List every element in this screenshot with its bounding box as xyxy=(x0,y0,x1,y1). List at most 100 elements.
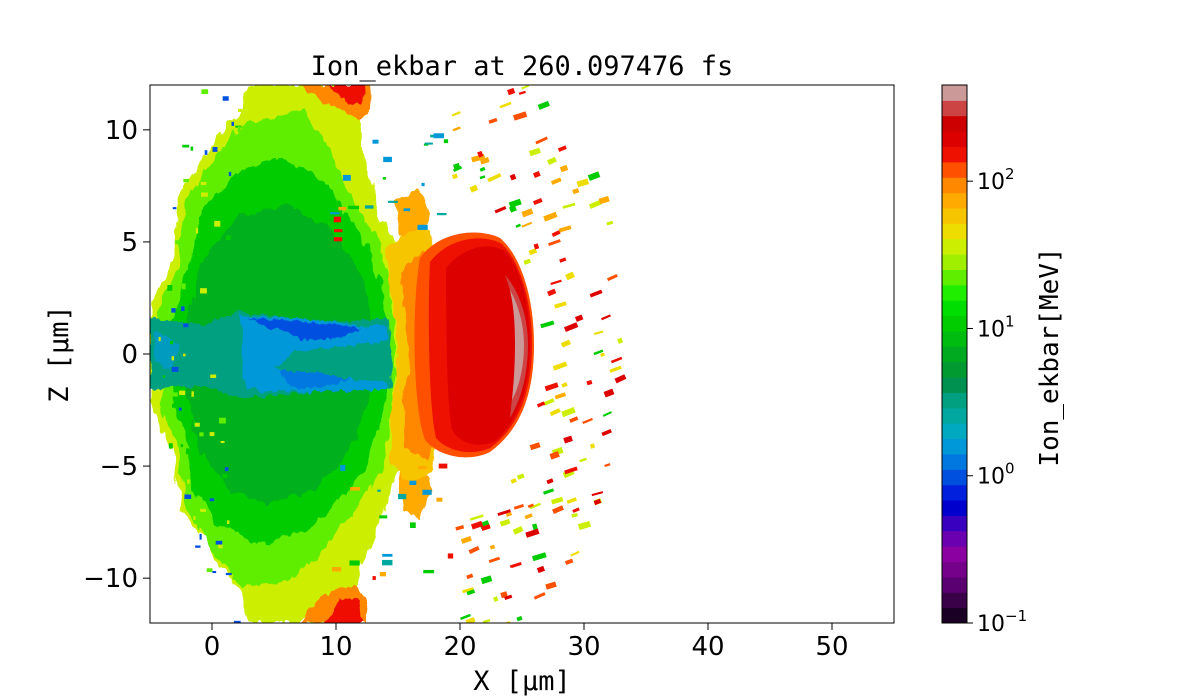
sheath-speck xyxy=(342,174,351,181)
edge-speckle xyxy=(220,440,225,444)
edge-speckle xyxy=(215,540,223,545)
debris-fragment xyxy=(528,248,538,256)
x-tick-label: 10 xyxy=(319,632,352,662)
edge-speckle xyxy=(183,323,189,328)
edge-speckle xyxy=(171,403,176,408)
y-axis-label: Z [μm] xyxy=(44,305,75,403)
edge-speckle xyxy=(167,285,173,291)
edge-speckle xyxy=(198,511,202,516)
debris-fragment xyxy=(588,199,602,209)
colorbar-label: Ion_ekbar[MeV] xyxy=(1035,247,1065,466)
debris-fragment xyxy=(535,136,548,145)
debris-fragment xyxy=(579,457,587,463)
sheath-speck xyxy=(418,466,427,470)
debris-fragment xyxy=(512,526,524,535)
colorbar-level xyxy=(942,561,967,578)
debris-fragment xyxy=(521,85,530,90)
edge-speckle xyxy=(209,432,215,436)
debris-fragment xyxy=(559,164,569,173)
edge-speckle xyxy=(235,567,243,573)
colorbar-level xyxy=(942,592,967,609)
colorbar-level xyxy=(942,115,967,132)
debris-fragment xyxy=(515,223,521,228)
scattered-fragments xyxy=(158,85,627,623)
edge-speckle xyxy=(195,227,199,234)
sheath-speck xyxy=(379,572,387,577)
debris-fragment xyxy=(609,365,622,373)
edge-speckle xyxy=(194,422,200,427)
sheath-speck xyxy=(443,139,449,144)
colorbar-level xyxy=(942,315,967,332)
colorbar-tick-label: 100 xyxy=(977,460,1015,490)
colorbar-level xyxy=(942,254,967,270)
debris-fragment xyxy=(536,565,546,574)
edge-speckle xyxy=(224,467,229,472)
debris-fragment xyxy=(466,589,476,596)
debris-fragment xyxy=(528,147,541,157)
debris-fragment xyxy=(504,594,513,601)
debris-fragment xyxy=(532,198,543,205)
edge-speckle xyxy=(200,181,207,186)
sheath-speck xyxy=(433,133,445,139)
colorbar-level xyxy=(942,300,967,317)
sheath-speck xyxy=(372,139,379,144)
debris-fragment xyxy=(557,145,567,152)
debris-fragment xyxy=(480,575,493,585)
debris-fragment xyxy=(516,473,525,480)
edge-speckle xyxy=(190,146,194,151)
debris-fragment xyxy=(533,243,540,250)
debris-fragment xyxy=(559,257,567,263)
sheath-speck xyxy=(330,212,340,215)
sheath-speck xyxy=(417,224,428,230)
colorbar-level xyxy=(942,330,967,347)
sheath-speck xyxy=(364,205,374,209)
colorbar-level xyxy=(942,484,967,501)
debris-fragment xyxy=(543,488,555,495)
edge-speckle xyxy=(193,515,196,521)
edge-speckle xyxy=(227,520,230,524)
sheath-speck xyxy=(340,464,346,471)
edge-speckle xyxy=(172,305,178,308)
colorbar-level xyxy=(942,546,967,563)
sheath-speck xyxy=(423,143,429,146)
edge-speckle xyxy=(171,392,178,397)
edge-speckle xyxy=(158,336,161,342)
edge-speckle xyxy=(182,320,188,323)
edge-speckle xyxy=(187,479,190,484)
debris-fragment xyxy=(574,314,584,322)
edge-speckle xyxy=(168,443,173,449)
debris-fragment xyxy=(549,408,561,417)
debris-fragment xyxy=(524,513,533,520)
debris-fragment xyxy=(593,498,602,506)
debris-fragment xyxy=(572,507,580,513)
debris-fragment xyxy=(571,512,578,518)
edge-speckle xyxy=(179,390,186,396)
debris-fragment xyxy=(516,615,523,622)
debris-fragment xyxy=(529,442,541,451)
colorbar-level xyxy=(942,407,967,424)
edge-speckle xyxy=(225,235,231,241)
x-tick-label: 0 xyxy=(204,632,221,662)
ion-bunch-region xyxy=(414,232,534,458)
debris-fragment xyxy=(545,581,557,590)
sheath-speck xyxy=(372,576,376,580)
debris-fragment xyxy=(521,221,533,228)
debris-fragment xyxy=(564,558,574,565)
debris-fragment xyxy=(481,524,491,532)
debris-fragment xyxy=(455,524,465,531)
sheath-speck xyxy=(350,487,361,491)
colorbar-level xyxy=(942,500,967,516)
debris-fragment xyxy=(497,509,511,517)
debris-fragment xyxy=(466,573,474,580)
sheath-speck xyxy=(333,216,342,223)
sheath-speck xyxy=(388,200,398,203)
sheath-speck xyxy=(403,208,411,212)
debris-fragment xyxy=(499,518,511,527)
x-tick-label: 20 xyxy=(443,632,476,662)
colorbar-tick-label: 101 xyxy=(977,312,1015,342)
debris-fragment xyxy=(589,289,603,298)
debris-fragment xyxy=(479,166,486,172)
edge-speckle xyxy=(199,432,204,437)
sheath-speck xyxy=(382,553,393,557)
